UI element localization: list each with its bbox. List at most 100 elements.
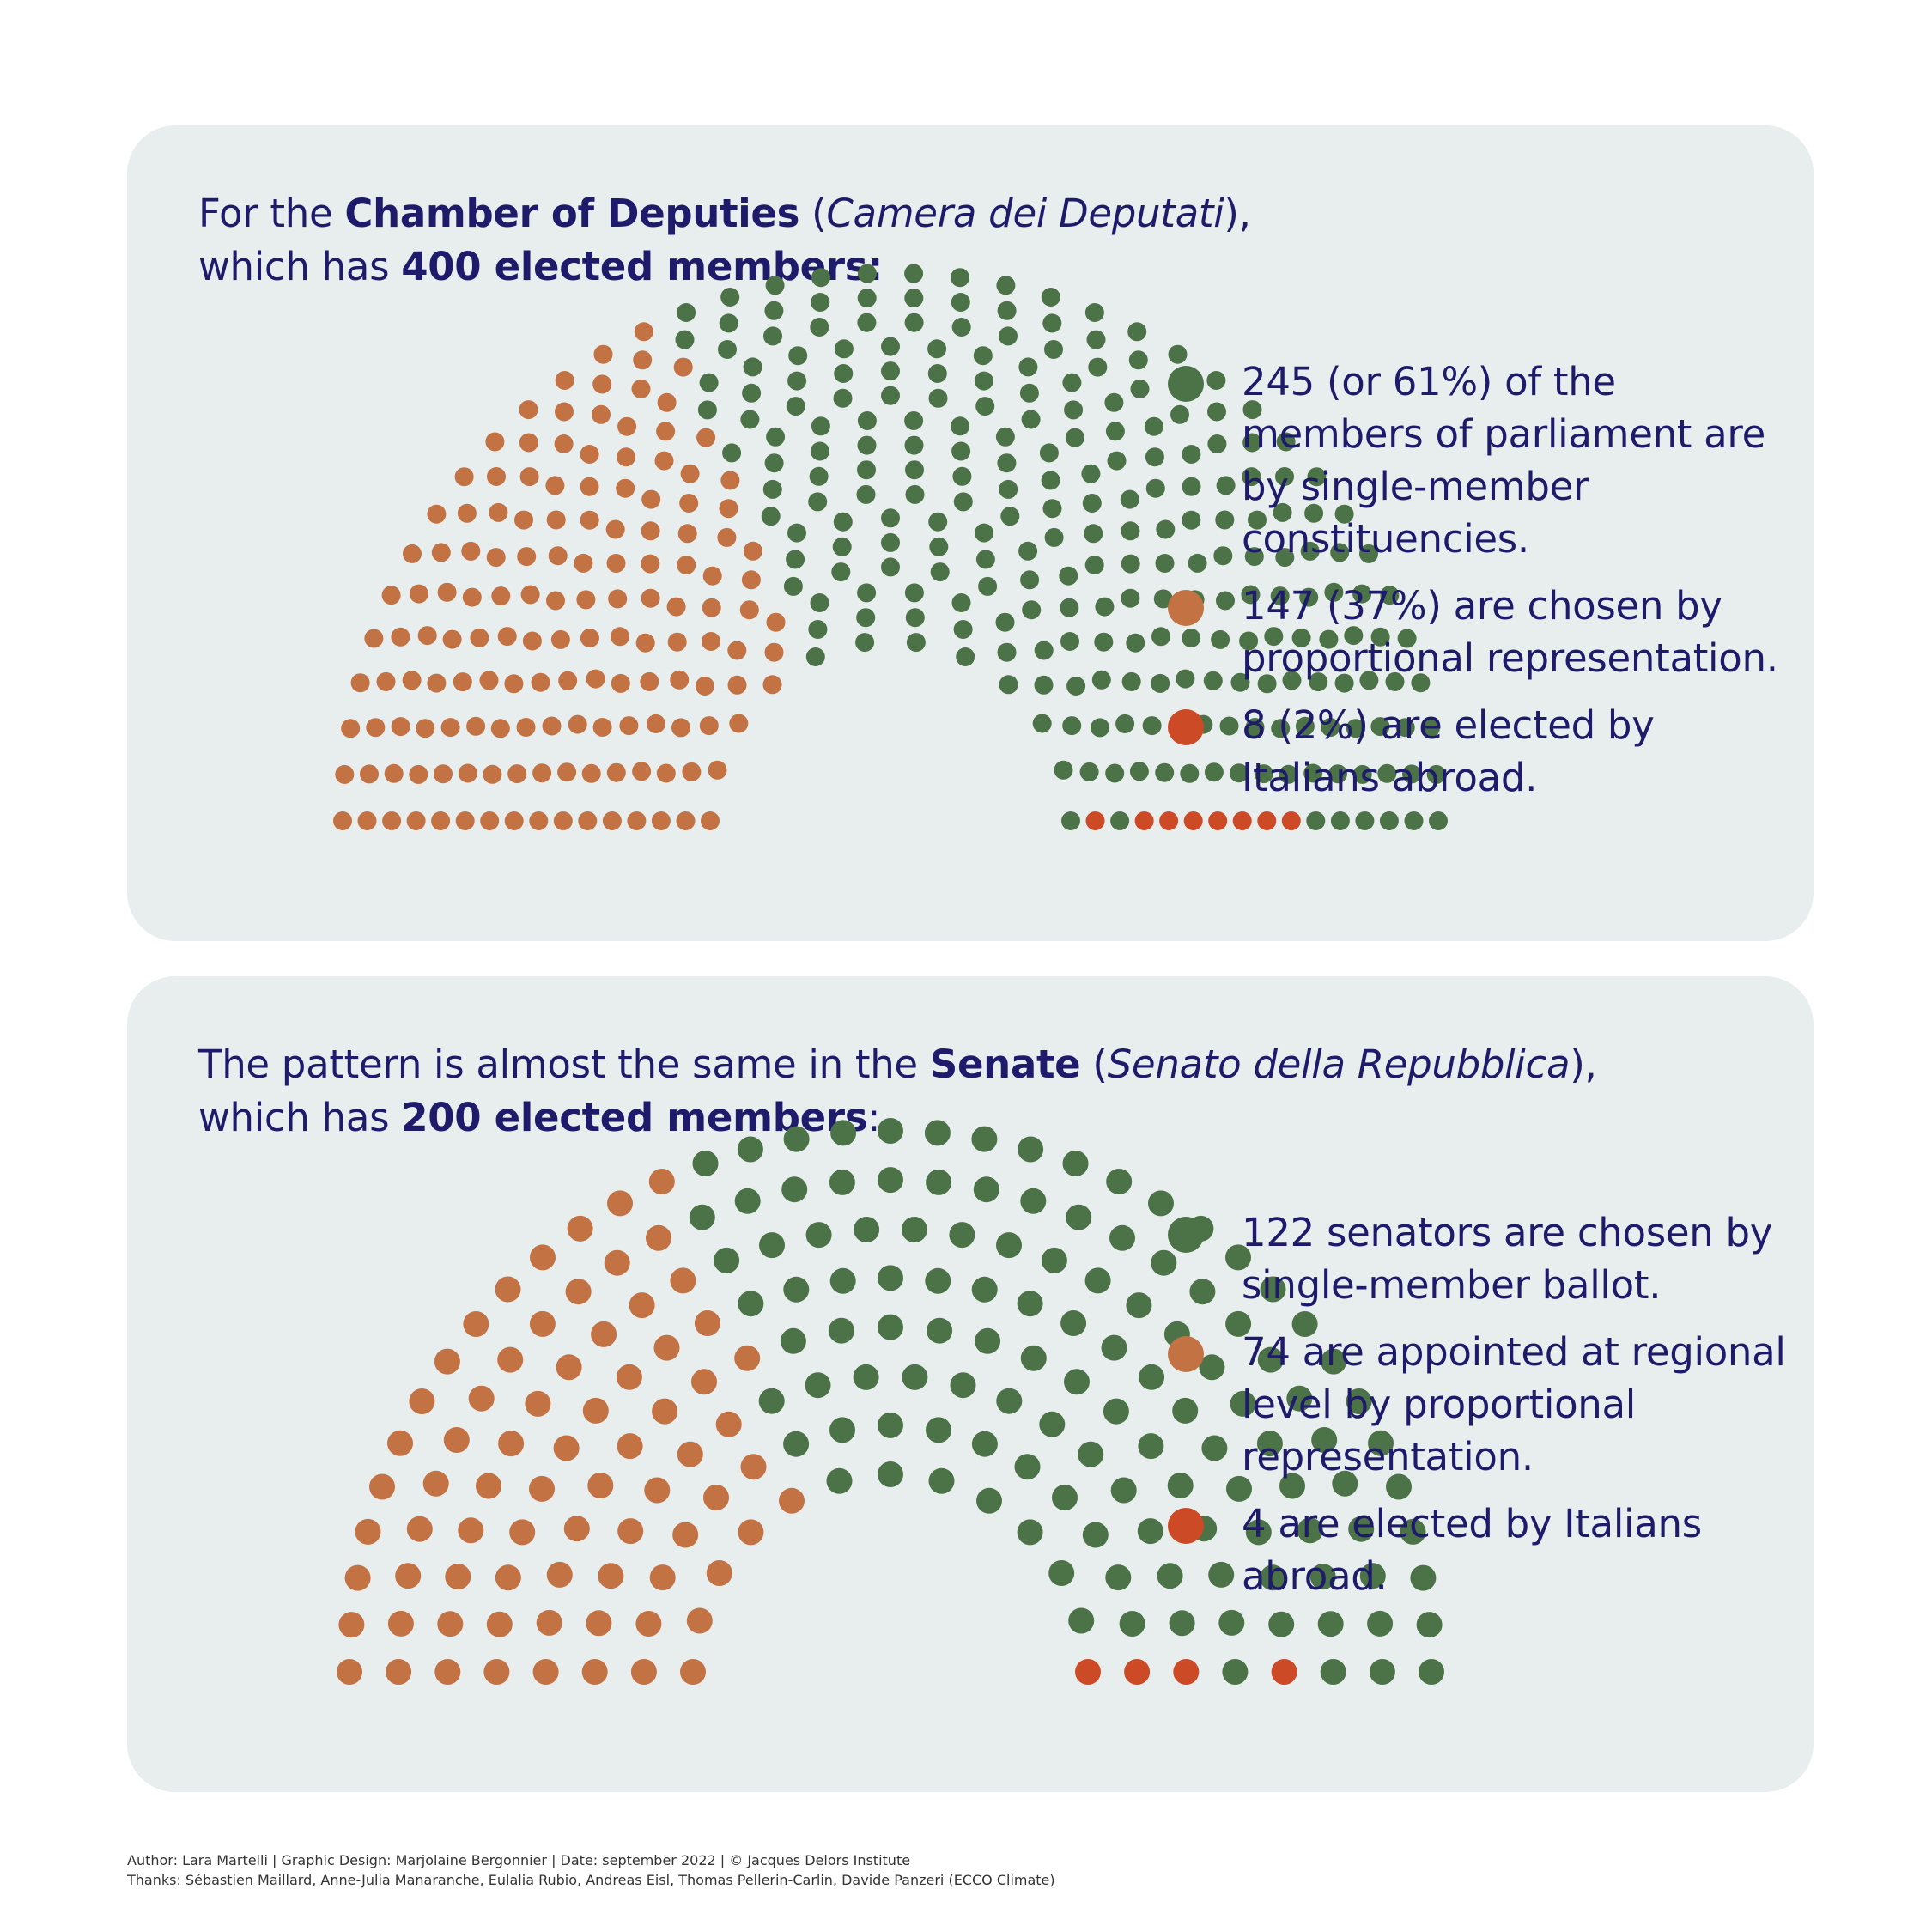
- seat-single-member: [1091, 718, 1109, 738]
- seat-single-member: [699, 373, 719, 392]
- seat-single-member: [1084, 303, 1104, 322]
- seat-single-member: [692, 1151, 719, 1176]
- seat-single-member: [857, 313, 877, 332]
- seat-single-member: [1359, 544, 1378, 563]
- seat-single-member: [1208, 1561, 1235, 1588]
- seat-proportional: [422, 1470, 449, 1497]
- seat-single-member: [878, 1265, 903, 1291]
- seat-proportional: [386, 1659, 412, 1685]
- seat-single-member: [1105, 1564, 1132, 1591]
- seat-proportional: [641, 588, 660, 608]
- seat-proportional: [691, 1369, 717, 1395]
- seat-single-member: [1101, 1334, 1127, 1361]
- seat-single-member: [1176, 669, 1195, 689]
- seat-single-member: [1291, 628, 1311, 647]
- legend-label: 4 are elected by Italians abroad.: [1242, 1501, 1702, 1599]
- seat-single-member: [976, 1487, 1002, 1514]
- seat-single-member: [766, 427, 786, 447]
- senate-heading-bold: Senate: [929, 1042, 1081, 1087]
- seat-single-member: [1182, 629, 1201, 648]
- seat-single-member: [1299, 587, 1319, 607]
- seat-single-member: [1213, 546, 1233, 566]
- seat-single-member: [1291, 1311, 1318, 1337]
- seat-proportional: [522, 631, 542, 651]
- seat-single-member: [1170, 404, 1189, 424]
- seat-single-member: [1139, 1364, 1165, 1390]
- seat-proportional: [546, 1561, 573, 1588]
- seat-single-member: [855, 633, 875, 653]
- seat-proportional: [519, 433, 538, 453]
- seat-single-member: [904, 435, 924, 455]
- seat-single-member: [927, 339, 947, 359]
- seat-single-member: [856, 484, 876, 504]
- seat-single-member: [1157, 1563, 1183, 1589]
- seat-proportional: [531, 672, 550, 692]
- seat-single-member: [1119, 1611, 1145, 1637]
- seat-single-member: [951, 318, 971, 337]
- seat-proportional: [490, 719, 510, 738]
- chamber-heading-members: 400 elected members:: [401, 244, 883, 289]
- chamber-heading-italic: Camera dei Deputati: [826, 191, 1224, 236]
- senate-heading-text: which has: [198, 1095, 402, 1140]
- seat-abroad: [1232, 811, 1252, 830]
- seat-single-member: [1034, 675, 1054, 695]
- seat-single-member: [829, 1267, 856, 1294]
- seat-proportional: [739, 600, 759, 620]
- seat-abroad: [1075, 1659, 1101, 1685]
- seat-proportional: [764, 642, 784, 662]
- seat-single-member: [1330, 543, 1350, 562]
- seat-proportional: [466, 716, 486, 736]
- seat-single-member: [719, 313, 738, 333]
- seat-single-member: [740, 410, 760, 429]
- seat-single-member: [1020, 1345, 1047, 1371]
- seat-single-member: [1264, 627, 1284, 647]
- seat-single-member: [1222, 1659, 1249, 1685]
- seat-single-member: [952, 466, 972, 486]
- seat-abroad: [1124, 1659, 1151, 1685]
- seat-proportional: [606, 762, 626, 782]
- seat-single-member: [1229, 763, 1249, 783]
- seat-proportional: [762, 675, 782, 695]
- seat-single-member: [953, 492, 973, 512]
- seat-single-member: [951, 441, 971, 461]
- seat-single-member: [1155, 554, 1175, 573]
- legend-item-single-member: 245 (or 61%) of the members of parliamen…: [1168, 355, 1786, 565]
- seat-single-member: [928, 388, 948, 408]
- seat-single-member: [1084, 1267, 1111, 1294]
- seat-single-member: [1041, 288, 1060, 307]
- seat-single-member: [999, 479, 1018, 499]
- seat-single-member: [1330, 811, 1350, 830]
- seat-single-member: [1059, 566, 1078, 586]
- seat-single-member: [714, 1247, 740, 1273]
- seat-single-member: [1061, 811, 1080, 830]
- seat-proportional: [701, 811, 720, 830]
- seat-proportional: [591, 1321, 617, 1347]
- seat-single-member: [1121, 671, 1141, 691]
- seat-single-member: [808, 620, 828, 639]
- seat-proportional: [686, 1607, 713, 1634]
- seat-proportional: [457, 503, 477, 523]
- seat-single-member: [1064, 1369, 1090, 1395]
- seat-single-member: [1207, 402, 1226, 422]
- seat-single-member: [1126, 633, 1145, 653]
- seat-proportional: [608, 589, 628, 609]
- seat-proportional: [427, 673, 447, 693]
- seat-proportional: [387, 1610, 414, 1637]
- seat-single-member: [787, 371, 807, 391]
- seat-single-member: [1041, 471, 1060, 490]
- seat-single-member: [1020, 1188, 1047, 1214]
- seat-proportional: [574, 553, 593, 573]
- seat-single-member: [1019, 383, 1039, 403]
- seat-single-member: [1066, 1204, 1092, 1230]
- seat-proportional: [391, 717, 410, 737]
- seat-single-member: [677, 303, 696, 322]
- seat-proportional: [487, 467, 506, 486]
- seat-single-member: [809, 466, 829, 486]
- seat-single-member: [1368, 1430, 1394, 1456]
- seat-single-member: [828, 1317, 854, 1344]
- seat-single-member: [1309, 1564, 1336, 1590]
- seat-single-member: [1199, 1354, 1225, 1381]
- seat-single-member: [1079, 762, 1099, 781]
- seat-proportional: [416, 719, 435, 738]
- seat-single-member: [1103, 1398, 1129, 1425]
